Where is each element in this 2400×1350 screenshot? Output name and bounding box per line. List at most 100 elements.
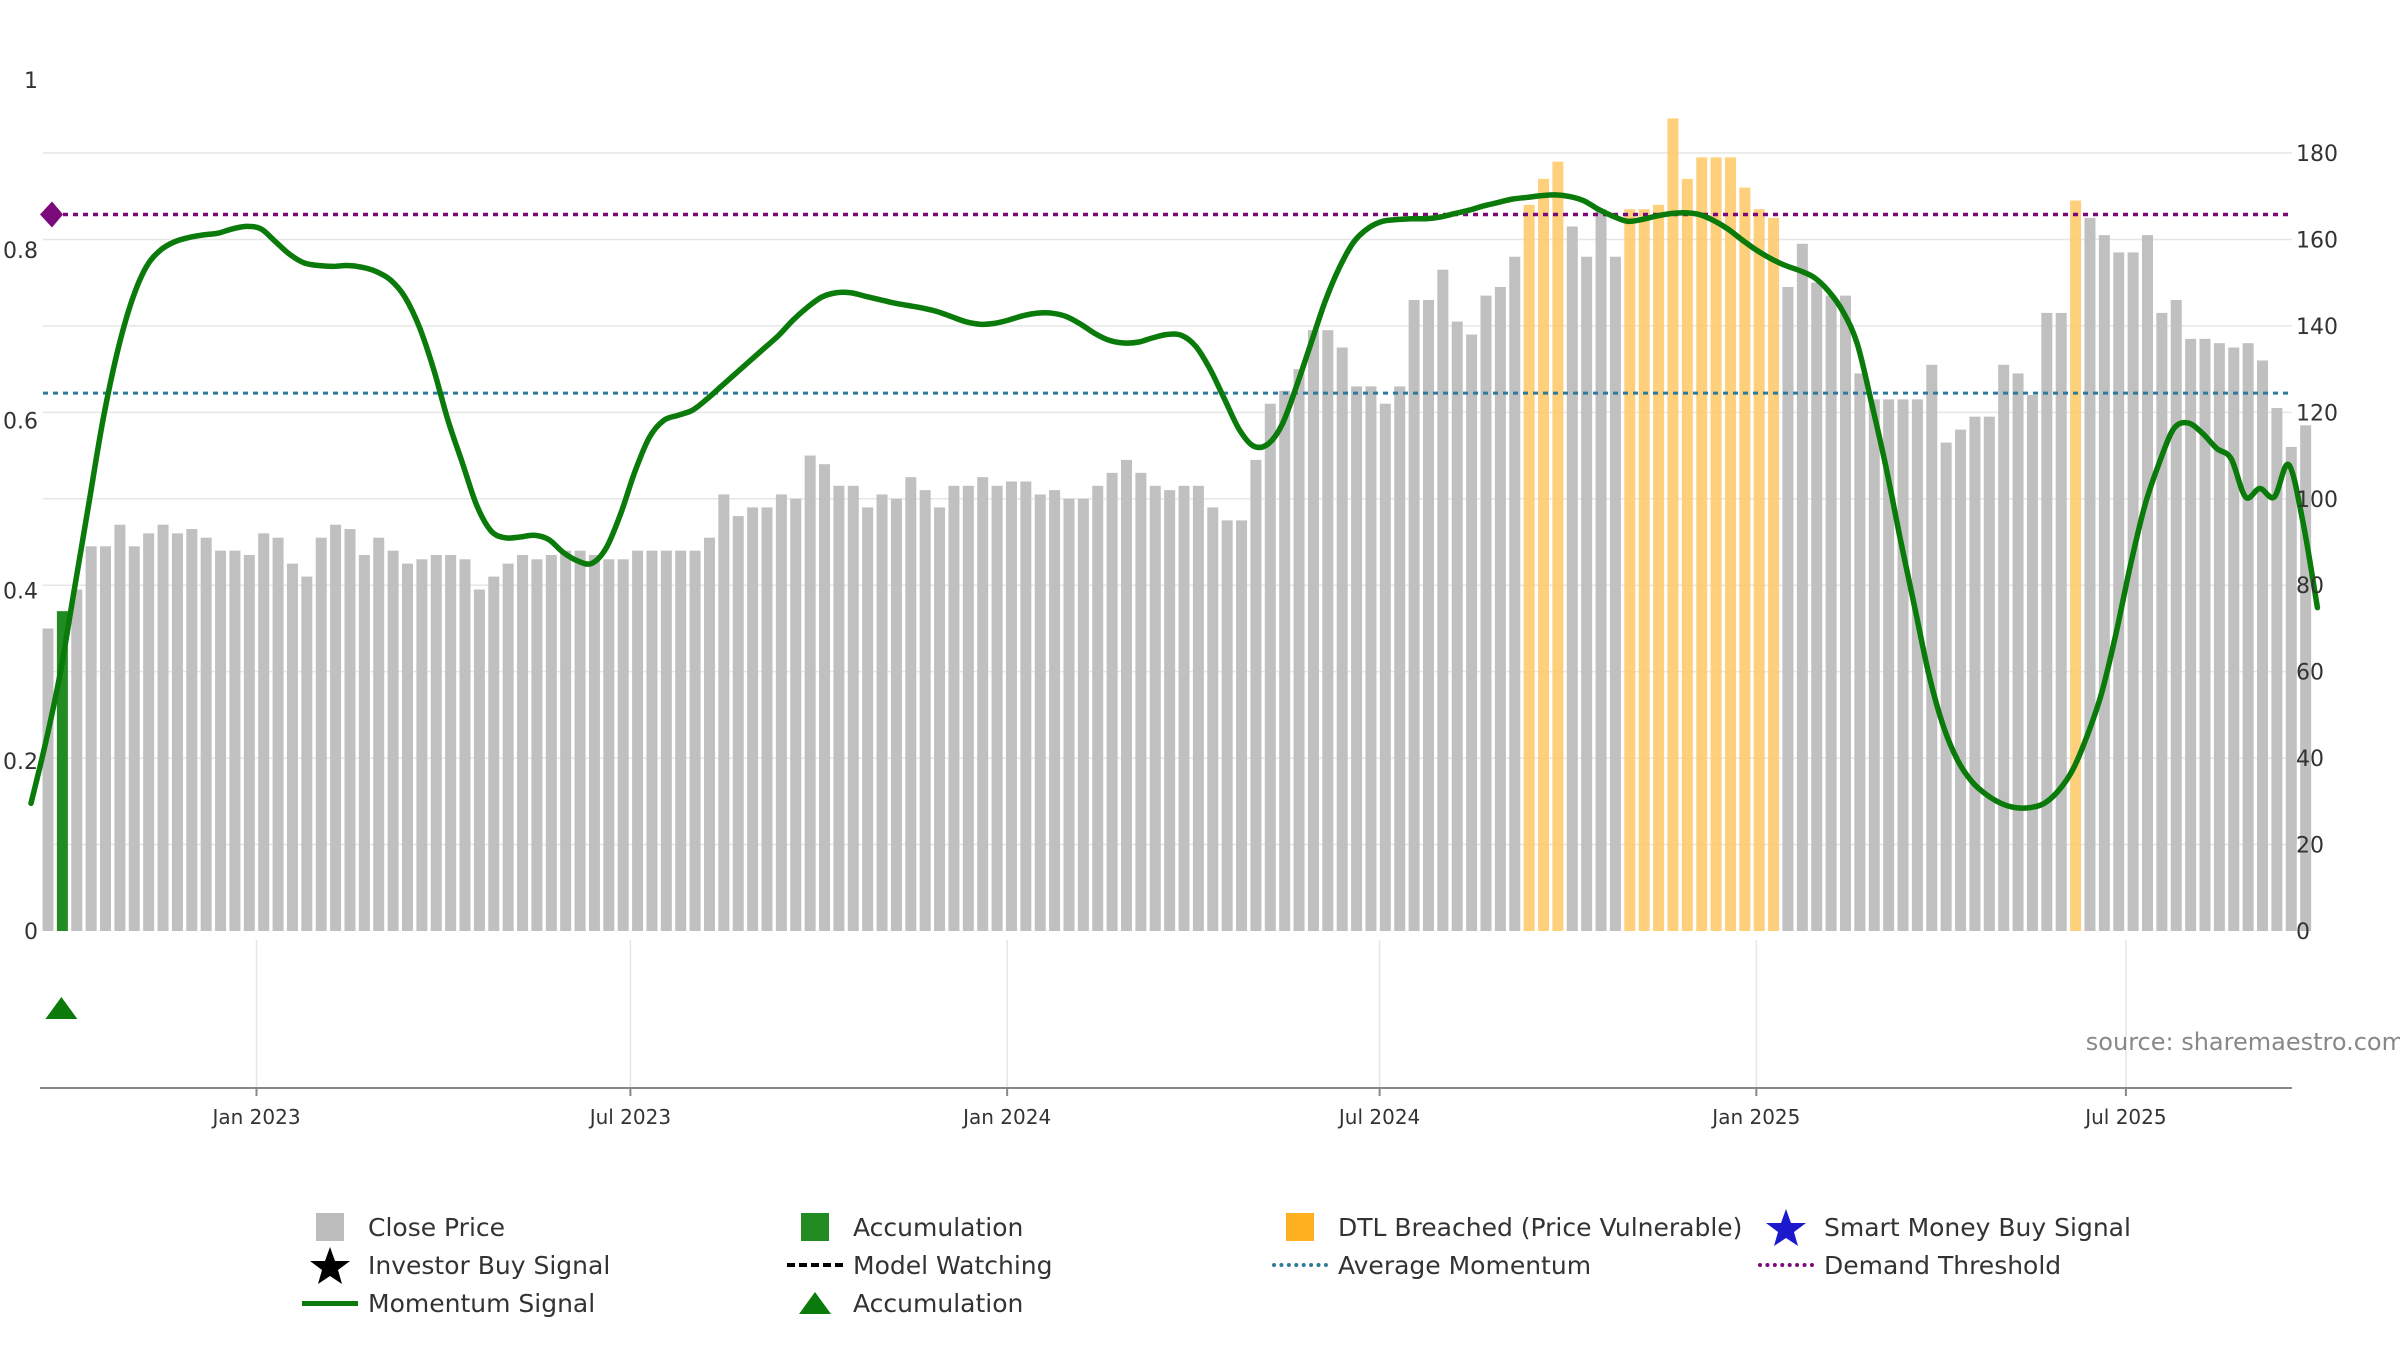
price-bar [1609,256,1621,931]
price-bar [977,477,989,931]
legend-accumulation-bar-label: Accumulation [853,1212,1024,1242]
price-bar [1638,209,1650,931]
legend-dtl-breached: DTL Breached (Price Vulnerable) [1270,1208,1742,1246]
price-bar [1509,256,1521,931]
x-axis: Jan 2023 Jul 2023 Jan 2024 Jul 2024 Jan 2025… [40,1087,2292,1129]
price-bar [2199,338,2211,931]
price-bar [675,550,687,931]
legend-model-watching: Model Watching [785,1246,1053,1284]
x-tick-label: Jan 2023 [210,1105,300,1129]
price-bar [905,477,917,931]
price-bar [286,563,298,931]
price-bar [660,550,672,931]
price-bar [2055,312,2067,931]
price-bar [862,507,874,931]
price-bars [42,118,2312,932]
price-bar [1121,459,1132,931]
price-bar [847,485,859,931]
price-bar [2285,446,2297,931]
price-bar [1782,286,1794,931]
x-tick-label: Jul 2023 [588,1105,671,1129]
price-bar [1624,209,1636,931]
price-bar [1192,485,1204,931]
price-bar [948,485,960,931]
price-bar [1494,286,1506,931]
price-bar [2041,312,2053,931]
solid-green-line-icon [302,1300,358,1306]
right-tick-label: 180 [2296,142,2338,167]
price-bar [531,559,543,931]
price-bar [1049,490,1061,931]
price-bar [819,464,831,931]
right-tick-label: 40 [2296,747,2324,772]
price-bar [876,494,888,931]
price-bar [991,485,1003,931]
price-bar [1149,485,1161,931]
price-bar [387,550,399,931]
price-bar [1336,347,1348,931]
momentum-series [28,192,2321,811]
price-bar [890,498,902,931]
price-bar [1034,494,1046,931]
right-tick-label: 160 [2296,228,2338,253]
price-bar [56,611,68,931]
legend-model-watching-label: Model Watching [853,1250,1053,1280]
legend-dtl-breached-label: DTL Breached (Price Vulnerable) [1338,1212,1743,1242]
price-bar [2228,347,2240,931]
price-bar [1983,416,1995,932]
price-bar [1825,295,1837,932]
price-bar [373,537,385,931]
price-bar [1552,161,1564,932]
price-bar [804,455,816,931]
price-bar [243,554,255,931]
price-bar [1739,187,1751,932]
reference-lines [40,201,2292,395]
price-bar [2213,343,2225,932]
price-bar [1868,399,1880,931]
price-bar [1811,282,1823,932]
legend-momentum-signal: Momentum Signal [300,1284,595,1322]
price-bar [1998,364,2010,931]
price-bar [157,524,169,931]
price-bar [833,485,845,931]
price-bar [2242,343,2254,932]
price-bar [1753,209,1765,931]
left-axis-ticks: 0 0.2 0.4 0.6 0.8 1 [3,69,38,945]
legend: Close Price Accumulation DTL Breached (P… [300,1208,2200,1328]
price-bar [962,485,974,931]
price-bar [1466,334,1478,931]
momentum-signal-line [28,192,2321,811]
price-bar [445,554,457,931]
price-bar [1451,321,1463,932]
legend-smart-money: Smart Money Buy Signal [1756,1208,2131,1246]
legend-average-momentum: Average Momentum [1270,1246,1591,1284]
price-bar [215,550,227,931]
close-price-swatch [316,1213,344,1241]
price-bar [488,576,500,931]
price-bar [1293,369,1305,932]
x-tick-label: Jul 2024 [1337,1105,1420,1129]
price-bar [1538,178,1550,931]
price-bar [934,507,946,931]
price-bar [200,537,212,931]
black-star-icon [310,1247,350,1284]
price-bar [1365,386,1377,931]
price-bar [1480,295,1492,932]
price-bar [1854,373,1866,931]
price-bar [1681,178,1693,931]
price-bar [1135,472,1147,931]
left-tick-label: 0.4 [3,580,38,605]
price-bar [1969,416,1981,932]
legend-accumulation-marker-label: Accumulation [853,1288,1024,1318]
price-bar [574,550,586,931]
price-bar [1724,157,1736,932]
price-bar [632,550,644,931]
price-bar [128,546,140,931]
x-tick-label: Jan 2025 [1710,1105,1800,1129]
price-bar [1437,269,1449,931]
right-tick-label: 60 [2296,661,2324,686]
signal-markers [45,997,78,1019]
legend-average-momentum-label: Average Momentum [1338,1250,1592,1280]
price-bar [2141,235,2153,932]
price-bar [301,576,313,931]
